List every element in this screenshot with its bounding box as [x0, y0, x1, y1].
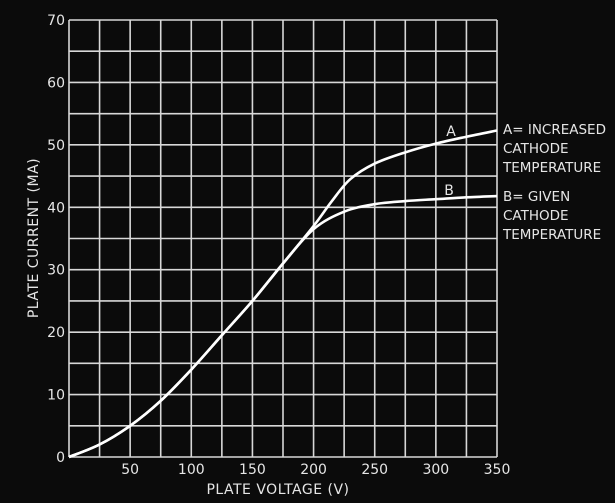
y-tick-label: 20: [47, 325, 65, 341]
series-name-label: B: [444, 183, 454, 199]
x-tick-label: 100: [178, 462, 205, 478]
series-annotations: A A= INCREASED CATHODE TEMPERATURE B B= GIVEN…: [444, 122, 606, 243]
x-tick-label: 150: [239, 462, 266, 478]
series-line-b: [68, 194, 498, 459]
y-tick-label: 60: [47, 75, 65, 91]
y-tick-label: 40: [47, 200, 65, 216]
series-annotation-line: A= INCREASED: [503, 122, 606, 138]
x-tick-label: 350: [484, 462, 511, 478]
x-tick-label: 200: [300, 462, 327, 478]
y-tick-label: 10: [47, 388, 65, 404]
y-tick-label: 0: [56, 450, 65, 466]
series-lines: [68, 129, 498, 459]
series-annotation-line: TEMPERATURE: [502, 160, 601, 176]
grid-lines: [68, 19, 498, 458]
y-axis-label: PLATE CURRENT (MA): [26, 158, 42, 318]
tick-labels: 50 100 150 200 250 300 350 0 10 20 30 40 50 60 70: [47, 13, 510, 478]
series-annotation-line: CATHODE: [503, 208, 569, 224]
y-tick-label: 50: [47, 138, 65, 154]
x-axis-label: PLATE VOLTAGE (V): [206, 482, 349, 498]
series-annotation-line: B= GIVEN: [503, 189, 570, 205]
series-annotation-line: TEMPERATURE: [502, 227, 601, 243]
y-tick-label: 70: [47, 13, 65, 29]
x-tick-label: 250: [361, 462, 388, 478]
series-annotation-line: CATHODE: [503, 141, 569, 157]
x-tick-label: 50: [121, 462, 139, 478]
y-tick-label: 30: [47, 263, 65, 279]
x-tick-label: 300: [422, 462, 449, 478]
series-name-label: A: [446, 124, 456, 140]
